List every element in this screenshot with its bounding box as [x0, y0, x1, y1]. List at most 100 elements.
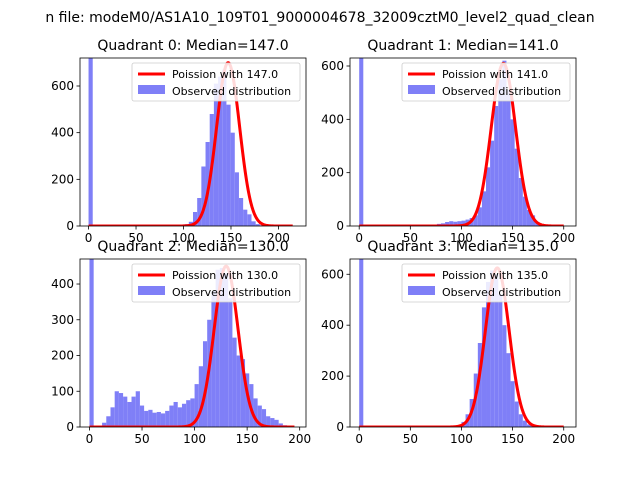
legend-entry-observed: Observed distribution: [172, 286, 291, 299]
histogram-bar: [522, 196, 527, 226]
x-tick-label: 150: [501, 231, 524, 245]
histogram-bar: [110, 407, 115, 427]
poisson-line: [358, 266, 565, 427]
histogram-bar: [234, 172, 239, 226]
histogram-bar: [486, 167, 491, 226]
histogram-bar: [514, 148, 519, 226]
x-tick-label: 100: [172, 231, 195, 245]
histogram-bar: [498, 79, 503, 226]
histogram-bar: [453, 221, 458, 226]
histogram-bar: [201, 166, 206, 226]
histogram-bar: [106, 416, 111, 427]
histogram-bar: [490, 270, 495, 427]
histogram-bar: [506, 353, 511, 427]
histogram-bar: [274, 419, 279, 427]
histogram-bar: [240, 359, 246, 427]
subplot-title: Quadrant 0: Median=147.0: [97, 38, 288, 54]
histogram-bar: [102, 422, 107, 427]
x-tick-label: 100: [450, 432, 473, 446]
legend: Poission with 147.0 Observed distribution: [131, 62, 301, 102]
y-tick-label: 300: [51, 313, 74, 327]
y-tick-label: 200: [321, 166, 344, 180]
legend-box: [131, 263, 301, 303]
histogram-bar: [173, 401, 178, 427]
histogram-bar: [445, 222, 450, 226]
histogram-bar: [232, 337, 237, 427]
histogram-bar: [502, 60, 507, 226]
histogram-bar: [494, 274, 499, 427]
histogram-bar: [510, 381, 515, 427]
subplot-quadrant-0: 0 50 100 150 200 0 200 400 600 Quadrant 0: Median…: [51, 38, 307, 245]
histogram-bar: [139, 405, 145, 427]
histogram-bar: [506, 90, 511, 226]
histogram-bar: [186, 400, 191, 427]
axes-frame: [349, 258, 577, 428]
histogram-bar: [526, 424, 532, 427]
histogram-bar: [152, 412, 157, 427]
histogram-bar: [215, 269, 220, 427]
histogram-bar: [211, 291, 216, 427]
axes-frame: [79, 258, 307, 428]
y-tick-label: 0: [336, 219, 344, 233]
histogram-bar: [156, 411, 161, 427]
histogram-bar: [165, 410, 170, 427]
histogram-bar: [118, 393, 124, 427]
legend-entry-poisson: Poission with 135.0: [442, 269, 548, 282]
histogram-bar: [481, 307, 487, 427]
histogram-bar: [278, 423, 283, 427]
histogram-bar: [238, 198, 244, 226]
y-tick-label: 100: [51, 384, 74, 398]
axes-frame: [349, 57, 577, 227]
histogram-bar: [114, 391, 119, 427]
x-tick-label: 50: [403, 231, 418, 245]
histogram-bar: [222, 69, 227, 226]
histogram-bar: [522, 420, 527, 427]
histogram-bar: [510, 119, 515, 226]
legend-box: [401, 263, 571, 303]
histogram-bar: [197, 198, 202, 226]
histogram-bar: [253, 398, 258, 427]
legend-entry-observed: Observed distribution: [442, 286, 561, 299]
histogram-bar: [190, 398, 195, 427]
legend-entry-poisson: Poission with 141.0: [442, 68, 548, 81]
histogram-bar: [477, 343, 482, 427]
legend-entry-observed: Observed distribution: [172, 85, 291, 98]
x-tick-label: 0: [355, 432, 363, 446]
histogram-bar: [88, 58, 93, 226]
x-tick-label: 0: [85, 231, 93, 245]
legend-bar-swatch: [138, 85, 165, 94]
histogram-bar: [518, 414, 523, 427]
x-tick-label: 0: [355, 231, 363, 245]
histogram-bar: [226, 104, 231, 226]
x-tick-label: 200: [267, 231, 290, 245]
legend-box: [131, 62, 301, 102]
y-tick-label: 200: [321, 369, 344, 383]
histogram-bar: [461, 220, 466, 226]
histogram-bar: [213, 83, 219, 226]
legend: Poission with 141.0 Observed distribution: [401, 62, 571, 102]
subplot-title: Quadrant 1: Median=141.0: [367, 38, 558, 54]
subplot-title: Quadrant 2: Median=130.0: [97, 239, 288, 255]
histogram-bar: [490, 140, 495, 226]
histogram-bar: [160, 413, 166, 427]
y-tick-label: 600: [321, 267, 344, 281]
legend-box: [401, 62, 571, 102]
legend-entry-poisson: Poission with 147.0: [172, 68, 278, 81]
x-tick-label: 100: [183, 432, 206, 446]
figure-suptitle: n file: modeM0/AS1A10_109T01_9000004678_…: [45, 10, 594, 26]
histogram-bar: [514, 401, 519, 427]
histogram-bar: [531, 215, 536, 226]
histogram-bar: [224, 273, 229, 427]
poisson-line: [88, 264, 296, 427]
subplot-quadrant-2: 0 50 100 150 200 0 100 200 300 400 Quadrant 2: Med…: [51, 239, 311, 446]
axes-frame: [79, 57, 307, 227]
histogram-bar: [245, 373, 250, 427]
y-tick-label: 400: [51, 126, 74, 140]
histogram-bar: [518, 178, 523, 226]
x-tick-label: 0: [86, 432, 94, 446]
x-tick-label: 50: [128, 231, 143, 245]
x-tick-label: 200: [552, 432, 575, 446]
legend: Poission with 130.0 Observed distribution: [131, 263, 301, 303]
subplot-quadrant-3: 0 50 100 150 200 0 200 400 600 Quadrant 3: Median…: [321, 239, 577, 446]
